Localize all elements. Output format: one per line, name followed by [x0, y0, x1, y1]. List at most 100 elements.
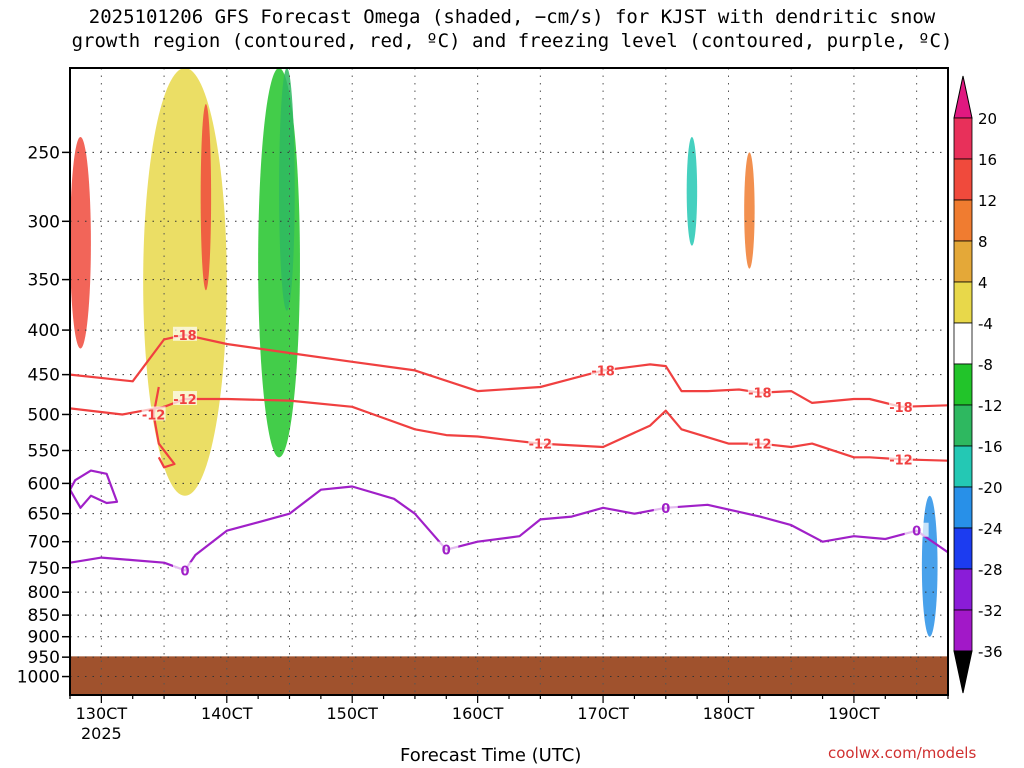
y-tick-label: 950 — [28, 648, 60, 668]
x-axis-title: Forecast Time (UTC) — [400, 745, 582, 766]
colorbar-label: -8 — [978, 356, 993, 374]
contour-label: -12 — [529, 438, 553, 453]
y-tick-label: 500 — [28, 405, 60, 425]
y-tick-label: 800 — [28, 583, 60, 603]
y-tick-label: 600 — [28, 474, 60, 494]
contour-label-bg — [747, 435, 772, 450]
colorbar-segment — [953, 199, 973, 242]
contour-label: -12 — [173, 393, 197, 408]
contour-line — [70, 469, 119, 509]
contour-label-bg — [653, 499, 678, 514]
contour-label-bg — [141, 406, 166, 421]
colorbar: 20 16 12 8 4 -4 -8 -12 -16 -20 -24 -28 -32 -36 — [953, 75, 1003, 694]
x-tick-label: 150CT — [326, 704, 378, 723]
y-tick-label: 850 — [28, 606, 60, 626]
y-axis: 2503003504004505005506006507007508008509… — [17, 143, 70, 688]
contour-label: -12 — [889, 453, 913, 468]
colorbar-label: -12 — [978, 397, 1003, 415]
contour-label-bg — [591, 362, 616, 377]
colorbar-segment — [953, 240, 973, 283]
y-tick-label: 700 — [28, 533, 60, 553]
ground-rect — [70, 656, 948, 695]
y-tick-label: 300 — [28, 212, 60, 232]
colorbar-label: 4 — [978, 274, 988, 292]
colorbar-segment — [953, 117, 973, 160]
y-tick-label: 400 — [28, 321, 60, 341]
omega-region — [200, 104, 212, 291]
colorbar-label: -36 — [978, 643, 1003, 661]
colorbar-label: 16 — [978, 151, 997, 169]
omega-region — [279, 68, 295, 311]
omega-region — [921, 495, 938, 637]
contour-line — [70, 333, 948, 408]
colorbar-label: 20 — [978, 110, 997, 128]
y-tick-label: 750 — [28, 559, 60, 579]
contour-label-bg — [904, 522, 929, 537]
y-tick-label: 1000 — [17, 668, 60, 688]
contour-label: -18 — [173, 329, 197, 344]
x-tick-label: 160CT — [452, 704, 504, 723]
omega-region — [744, 152, 755, 269]
contour-label-bg — [528, 435, 553, 450]
contours: -18 -18 -18 -18 -12 -12 -12 -12 -12 0 0 0 0 — [70, 326, 948, 579]
contour-label: -18 — [591, 364, 615, 379]
colorbar-label: 8 — [978, 233, 988, 251]
contour-label: 0 — [442, 544, 451, 559]
credit-text: coolwx.com/models — [828, 744, 977, 762]
colorbar-segment — [953, 527, 973, 570]
contour-label: -12 — [748, 438, 772, 453]
y-tick-label: 650 — [28, 505, 60, 525]
colorbar-segment — [953, 445, 973, 488]
contour-line — [70, 485, 948, 572]
chart-title-line1: 2025101206 GFS Forecast Omega (shaded, −… — [88, 6, 936, 28]
contour-label-bg — [434, 541, 459, 556]
x-tick-label: 140CT — [201, 704, 253, 723]
contour-label-bg — [172, 326, 197, 341]
colorbar-top-arrow — [953, 75, 973, 119]
colorbar-label: -24 — [978, 520, 1003, 538]
colorbar-segment — [953, 568, 973, 611]
colorbar-segment — [953, 363, 973, 406]
omega-region — [686, 136, 698, 246]
x-year-label: 2025 — [81, 724, 122, 743]
omega-shading — [70, 68, 938, 637]
contour-label: -18 — [748, 387, 772, 402]
colorbar-label: -20 — [978, 479, 1003, 497]
x-tick-label: 190CT — [828, 704, 880, 723]
x-axis: 130CT 140CT 150CT 160CT 170CT 180CT 190CT 2025 — [69, 695, 949, 743]
colorbar-label: -28 — [978, 561, 1003, 579]
contour-line — [70, 397, 948, 462]
colorbar-segment — [953, 281, 973, 324]
colorbar-bottom-arrow — [953, 650, 973, 694]
y-tick-label: 350 — [28, 271, 60, 291]
colorbar-segment — [953, 609, 973, 652]
colorbar-label: -32 — [978, 602, 1003, 620]
x-tick-label: 170CT — [577, 704, 629, 723]
colorbar-label: -16 — [978, 438, 1003, 456]
contour-label-bg — [888, 398, 913, 413]
chart-title-line2: growth region (contoured, red, ºC) and f… — [71, 30, 953, 52]
contour-label: -18 — [889, 401, 913, 416]
colorbar-label: 12 — [978, 192, 997, 210]
contour-label-bg — [172, 391, 197, 406]
y-tick-label: 550 — [28, 442, 60, 462]
contour-label: 0 — [912, 525, 921, 540]
colorbar-segment — [953, 322, 973, 365]
ground-fill — [70, 656, 948, 695]
contour-label: 0 — [180, 564, 189, 579]
colorbar-segment — [953, 486, 973, 529]
y-tick-label: 900 — [28, 628, 60, 648]
x-tick-label: 180CT — [703, 704, 755, 723]
contour-label: -12 — [142, 408, 166, 423]
colorbar-segment — [953, 158, 973, 201]
y-tick-label: 450 — [28, 366, 60, 386]
contour-label-bg — [172, 562, 197, 577]
y-tick-label: 250 — [28, 143, 60, 163]
colorbar-segment — [953, 404, 973, 447]
x-tick-label: 130CT — [76, 704, 128, 723]
colorbar-label: -4 — [978, 315, 993, 333]
contour-label-bg — [747, 384, 772, 399]
contour-label-bg — [888, 451, 913, 466]
contour-label: 0 — [661, 502, 670, 517]
